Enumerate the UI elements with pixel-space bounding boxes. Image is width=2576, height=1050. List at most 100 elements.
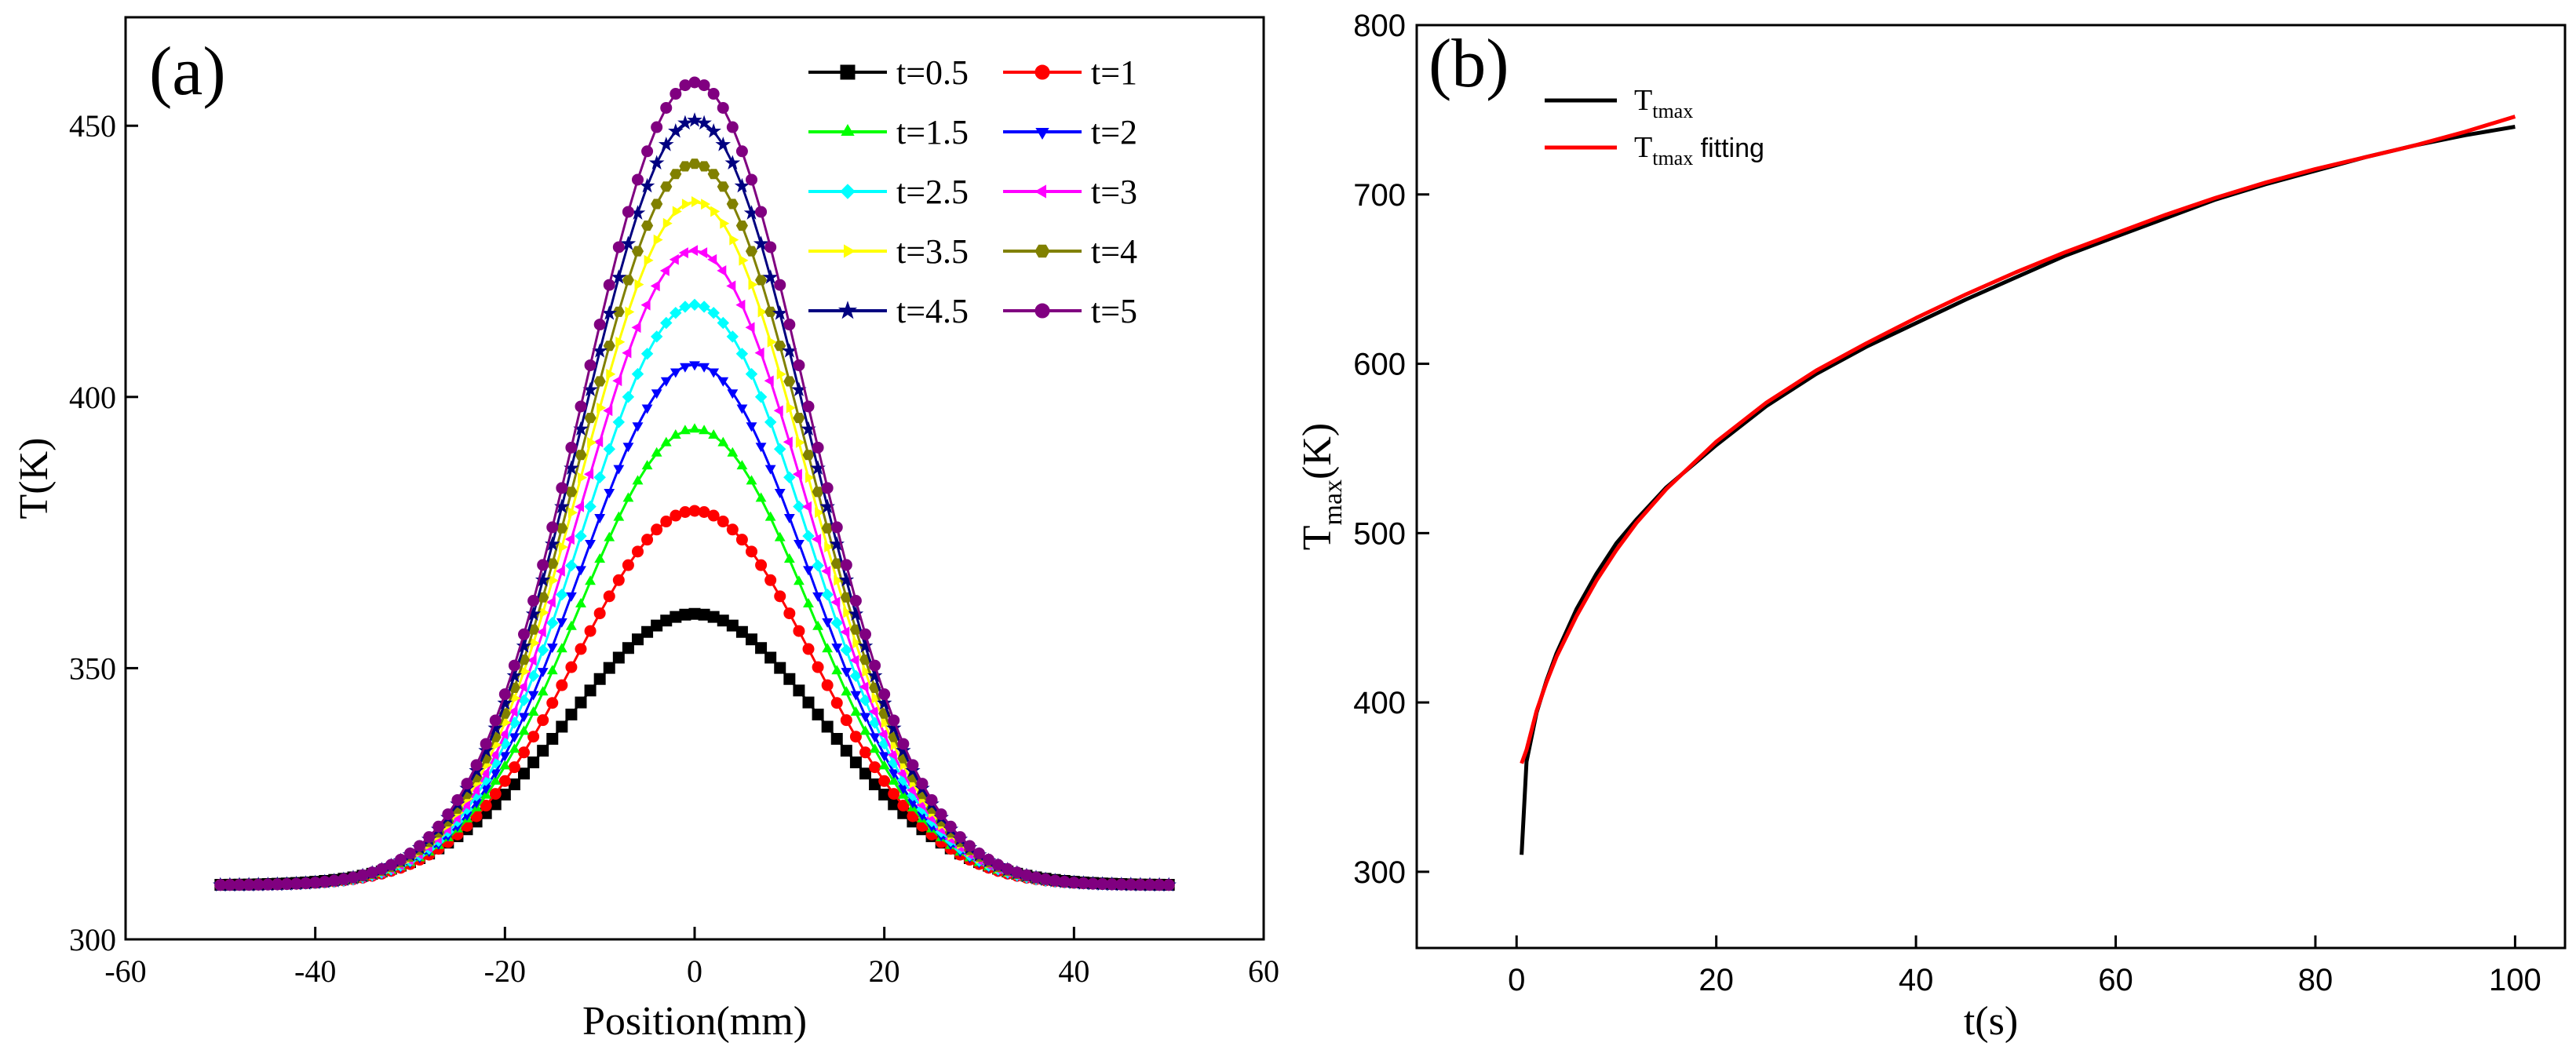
data-point xyxy=(556,643,567,653)
data-point xyxy=(651,619,663,632)
data-point xyxy=(338,873,350,885)
data-point xyxy=(414,840,426,852)
data-point xyxy=(634,279,644,290)
data-point xyxy=(423,831,436,844)
data-point xyxy=(612,574,625,586)
data-point xyxy=(651,523,663,536)
data-point xyxy=(556,588,568,601)
data-point xyxy=(717,316,730,330)
data-point xyxy=(707,253,717,265)
data-point xyxy=(670,169,682,180)
legend-item-t=1: t=1 xyxy=(1003,53,1137,92)
data-point xyxy=(536,626,546,638)
data-point xyxy=(868,705,878,717)
data-point xyxy=(1162,879,1175,891)
panel-b-y-tick-label: 700 xyxy=(1353,178,1406,213)
legend-label: t=1 xyxy=(1091,53,1137,92)
data-point xyxy=(878,688,891,701)
data-point xyxy=(584,500,597,513)
data-point xyxy=(706,122,721,138)
panel-a-y-axis-label: T(K) xyxy=(12,438,57,520)
data-point xyxy=(641,221,654,232)
panel-a-axes: -60 -40 -20 0 20 40 60 300 350 400 450 xyxy=(69,108,1279,989)
data-point xyxy=(764,416,777,428)
data-point xyxy=(862,665,872,677)
panel-b-y-tick-label: 800 xyxy=(1353,9,1406,43)
data-point xyxy=(896,767,907,779)
data-point xyxy=(604,531,615,541)
data-point xyxy=(717,516,729,528)
data-point xyxy=(470,784,480,796)
series-t=0.5 xyxy=(214,607,1175,891)
data-point xyxy=(641,145,654,158)
data-point xyxy=(925,793,938,806)
data-point xyxy=(527,756,540,768)
panel-b-x-tick-label: 80 xyxy=(2298,963,2333,997)
data-point xyxy=(517,746,531,759)
data-point xyxy=(688,159,701,170)
data-point xyxy=(821,679,834,691)
data-point xyxy=(498,728,509,740)
panel-a-x-tick-label: 60 xyxy=(1248,953,1279,989)
data-point xyxy=(556,720,568,733)
panel-b-y-label-main: T xyxy=(1295,525,1340,550)
data-point xyxy=(660,316,673,330)
data-point xyxy=(815,507,825,519)
data-point xyxy=(887,749,897,760)
data-point xyxy=(783,607,796,620)
data-point xyxy=(849,654,859,666)
series-line-t=4 xyxy=(220,162,1169,887)
data-point xyxy=(897,800,910,812)
data-point xyxy=(641,534,654,546)
data-point xyxy=(821,482,834,494)
data-point xyxy=(841,686,852,696)
data-point xyxy=(726,199,739,210)
data-point xyxy=(641,460,653,470)
data-point xyxy=(490,775,502,785)
data-point xyxy=(838,571,855,587)
data-point xyxy=(517,681,527,693)
data-point xyxy=(508,778,520,791)
legend-marker xyxy=(844,244,856,258)
data-point xyxy=(830,732,843,745)
data-point xyxy=(869,733,881,743)
legend-label: t=2.5 xyxy=(896,173,969,211)
panel-a-legend: t=0.5 t=1 t=1.5 t=2 t=2.5 t=3 t=3.5 t=4 t=4.5 t=5 xyxy=(808,53,1137,330)
data-point xyxy=(518,767,530,780)
data-point xyxy=(593,471,606,484)
data-point xyxy=(648,155,665,170)
data-point xyxy=(840,626,850,638)
legend-item-t=1.5: t=1.5 xyxy=(808,113,969,151)
data-point xyxy=(821,588,834,601)
data-point xyxy=(670,428,681,439)
series-line-t=2.5 xyxy=(220,303,1169,887)
data-point xyxy=(767,336,777,348)
data-point xyxy=(857,638,874,653)
panel-a-x-tick-label: 40 xyxy=(1058,953,1089,989)
data-point xyxy=(535,571,551,587)
data-point xyxy=(669,253,679,265)
data-point xyxy=(812,709,824,721)
legend-marker xyxy=(840,64,856,80)
legend-marker xyxy=(840,184,856,199)
data-point xyxy=(603,662,615,674)
data-point xyxy=(803,566,814,576)
data-point xyxy=(726,523,739,536)
data-point xyxy=(603,341,615,352)
series-line-data xyxy=(1520,125,2516,855)
data-point xyxy=(754,347,764,359)
data-point xyxy=(812,559,824,572)
data-point xyxy=(764,241,777,253)
data-point xyxy=(575,643,587,655)
data-point xyxy=(812,441,824,454)
data-point xyxy=(783,514,795,524)
data-point xyxy=(736,460,748,470)
data-point xyxy=(850,705,862,716)
data-point xyxy=(802,643,815,655)
data-point xyxy=(729,234,739,246)
legend-label: t=2 xyxy=(1091,113,1137,151)
data-point xyxy=(660,101,673,114)
data-point xyxy=(783,552,795,563)
data-point xyxy=(793,359,805,371)
data-point xyxy=(620,235,637,250)
